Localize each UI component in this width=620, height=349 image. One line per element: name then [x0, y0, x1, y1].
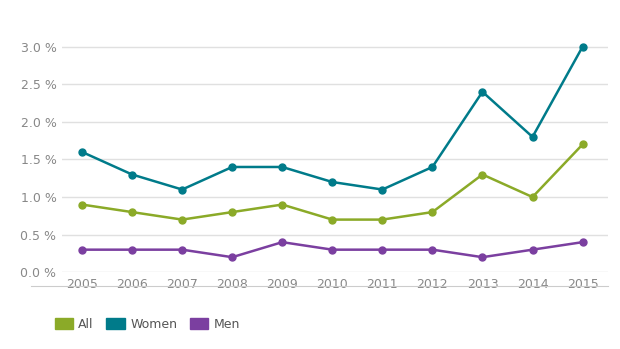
- Men: [479, 255, 486, 259]
- All: [128, 210, 136, 214]
- All: [179, 217, 186, 222]
- Women: [128, 172, 136, 177]
- Men: [329, 247, 336, 252]
- Women: [78, 150, 86, 154]
- All: [479, 172, 486, 177]
- Men: [128, 247, 136, 252]
- Men: [278, 240, 286, 244]
- Line: Men: Men: [79, 239, 586, 261]
- All: [228, 210, 236, 214]
- Men: [379, 247, 386, 252]
- Women: [428, 165, 436, 169]
- All: [579, 142, 587, 147]
- All: [78, 202, 86, 207]
- Women: [228, 165, 236, 169]
- All: [379, 217, 386, 222]
- All: [529, 195, 536, 199]
- All: [329, 217, 336, 222]
- All: [428, 210, 436, 214]
- Men: [78, 247, 86, 252]
- All: [278, 202, 286, 207]
- Men: [179, 247, 186, 252]
- Line: Women: Women: [79, 43, 586, 193]
- Men: [579, 240, 587, 244]
- Women: [479, 90, 486, 94]
- Women: [179, 187, 186, 192]
- Legend: All, Women, Men: All, Women, Men: [50, 313, 245, 336]
- Men: [529, 247, 536, 252]
- Women: [379, 187, 386, 192]
- Line: All: All: [79, 141, 586, 223]
- Men: [428, 247, 436, 252]
- Women: [278, 165, 286, 169]
- Women: [329, 180, 336, 184]
- Women: [579, 45, 587, 49]
- Women: [529, 135, 536, 139]
- Men: [228, 255, 236, 259]
